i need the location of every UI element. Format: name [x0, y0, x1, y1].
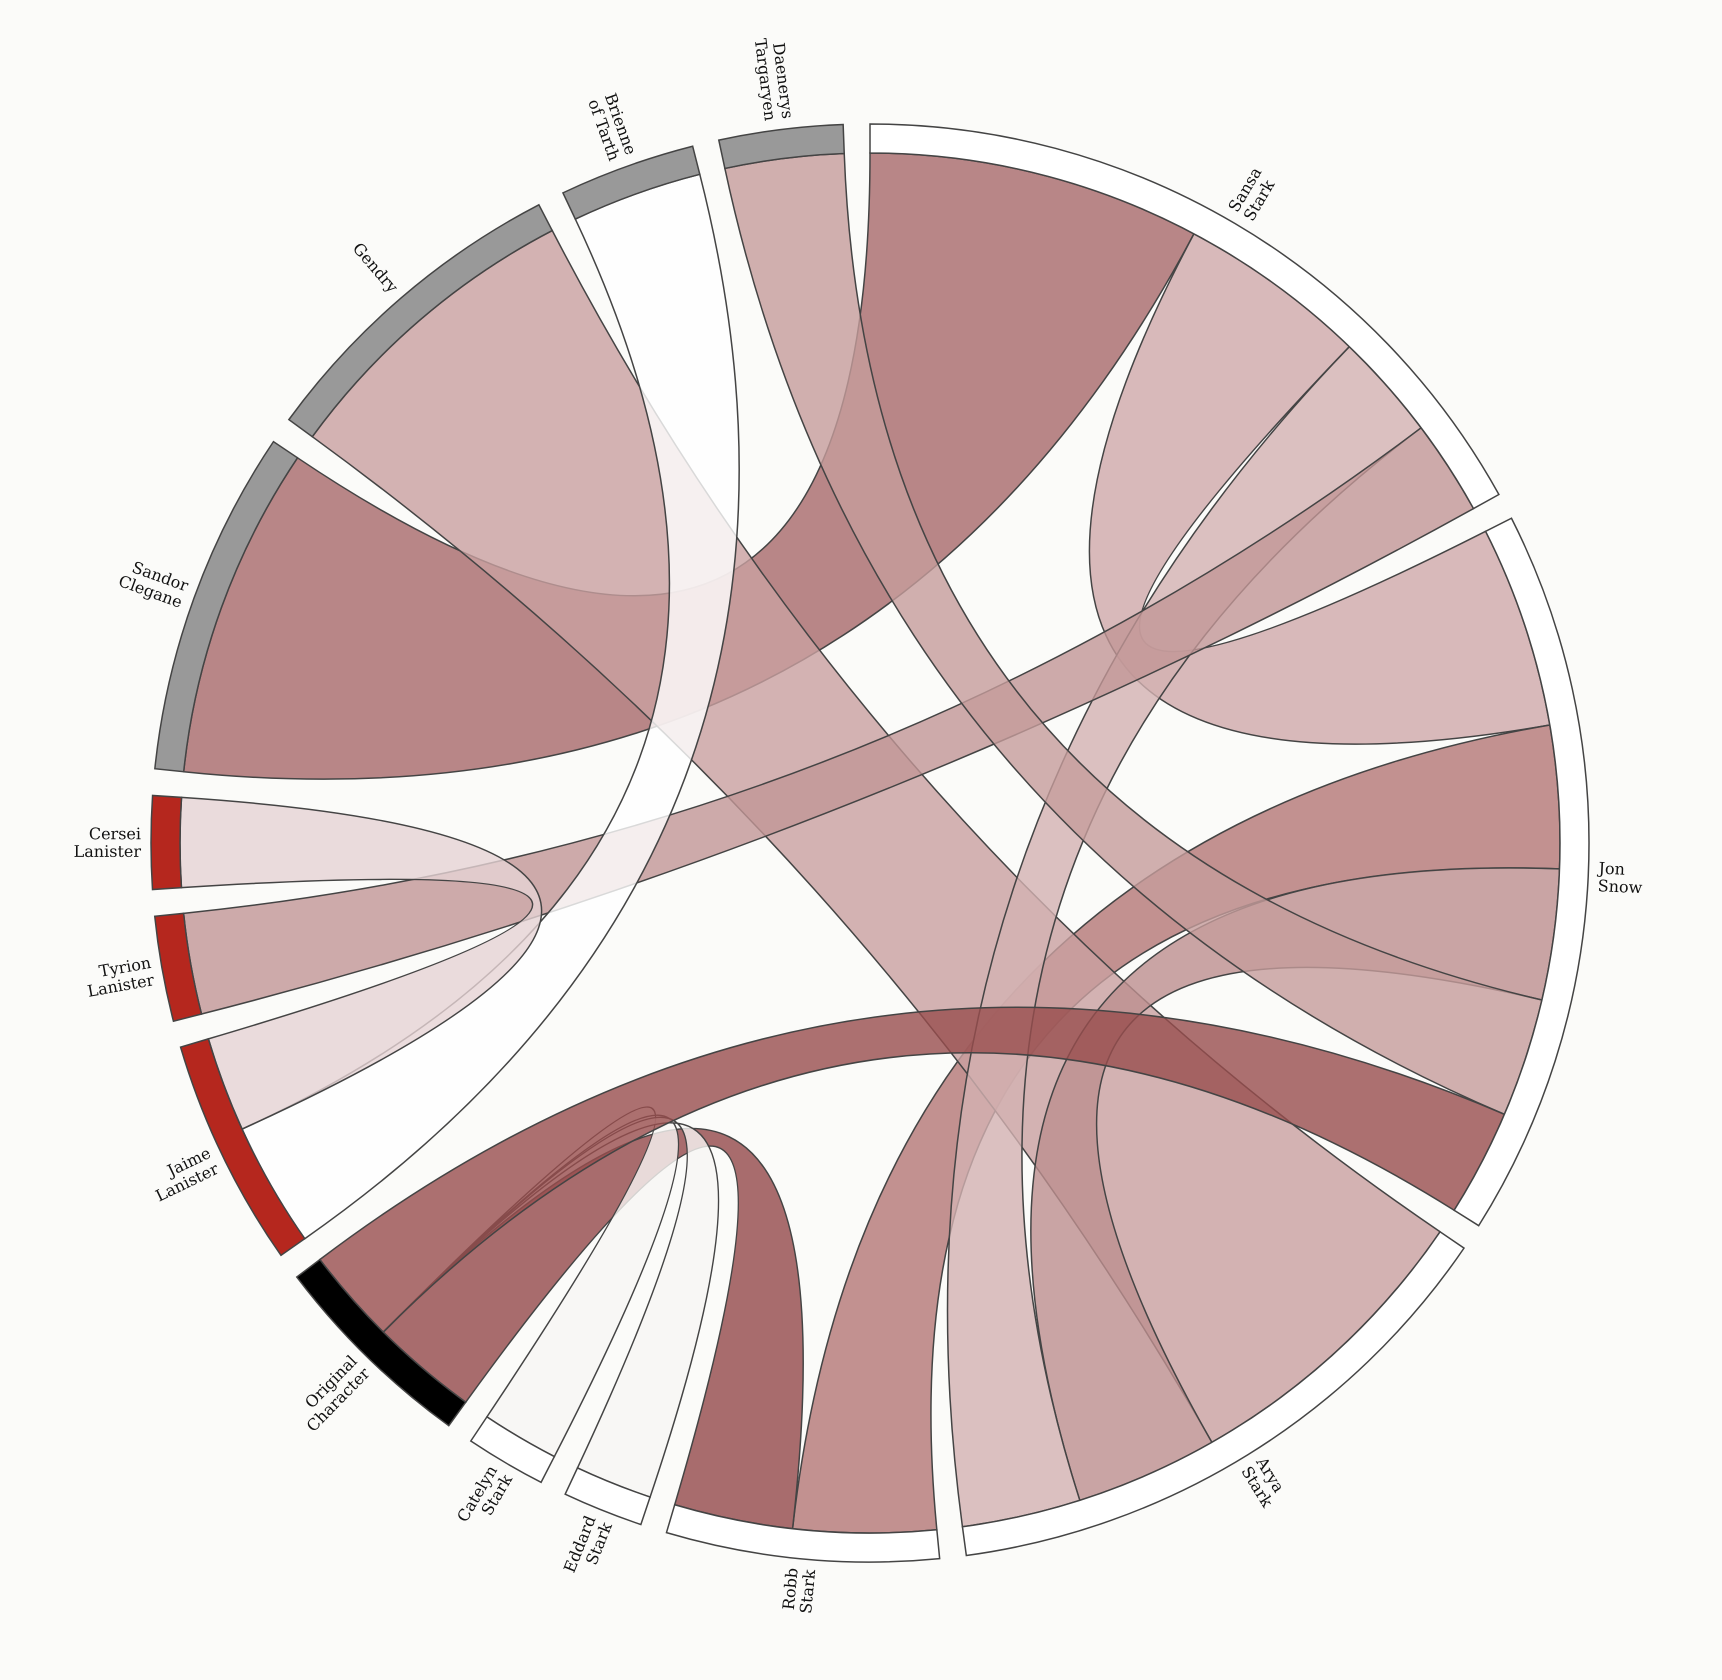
group-arcs [150, 123, 1590, 1563]
group-arc [150, 794, 183, 891]
group-label: Cersei Lanister [74, 824, 142, 861]
group-label: EddardStark [560, 1513, 616, 1582]
group-label: DaenerysTargaryen [751, 35, 798, 122]
group-arc [564, 1466, 652, 1526]
group-arc [561, 145, 701, 221]
group-label: OriginalCharacter [290, 1351, 374, 1435]
group-label: RobbStark [779, 1567, 820, 1615]
group-label: SansaStark [1224, 163, 1280, 224]
group-arc [869, 123, 1500, 510]
group-label-line: Robb [779, 1567, 802, 1611]
group-label: Gendry [349, 239, 402, 296]
group-label-line: Cersei [89, 824, 141, 843]
group-label-line: Lanister [74, 842, 142, 861]
group-arc [287, 203, 554, 438]
group-label-line: Stark [796, 1568, 819, 1614]
group-arc [153, 912, 203, 1023]
group-label-line: Gendry [349, 239, 402, 296]
group-arc [717, 123, 846, 170]
group-label: AryaStark [1237, 1453, 1292, 1511]
ribbons [179, 152, 1561, 1534]
group-label: SandorClegane [116, 555, 191, 612]
group-label: CatelynStark [453, 1462, 516, 1534]
group-label: JonSnow [1595, 858, 1644, 897]
group-arc [1453, 517, 1590, 1227]
group-label-line: Snow [1597, 876, 1643, 897]
group-label-line: Jon [1596, 858, 1625, 878]
group-label: JaimeLanister [145, 1143, 222, 1205]
group-arc [154, 440, 299, 773]
group-arc [469, 1415, 556, 1484]
group-arc [665, 1503, 941, 1563]
group-label: TyrionLanister [83, 953, 156, 1001]
group-label: Brienneof Tarth [584, 91, 640, 164]
group-arc [295, 1258, 467, 1427]
group-arc [179, 1037, 306, 1257]
group-arc [961, 1230, 1466, 1557]
